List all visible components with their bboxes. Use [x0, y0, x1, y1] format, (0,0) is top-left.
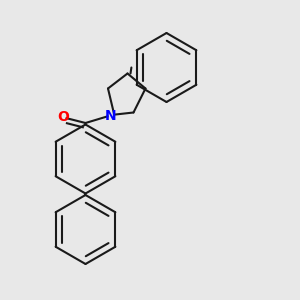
- Text: N: N: [105, 109, 117, 122]
- Text: O: O: [57, 110, 69, 124]
